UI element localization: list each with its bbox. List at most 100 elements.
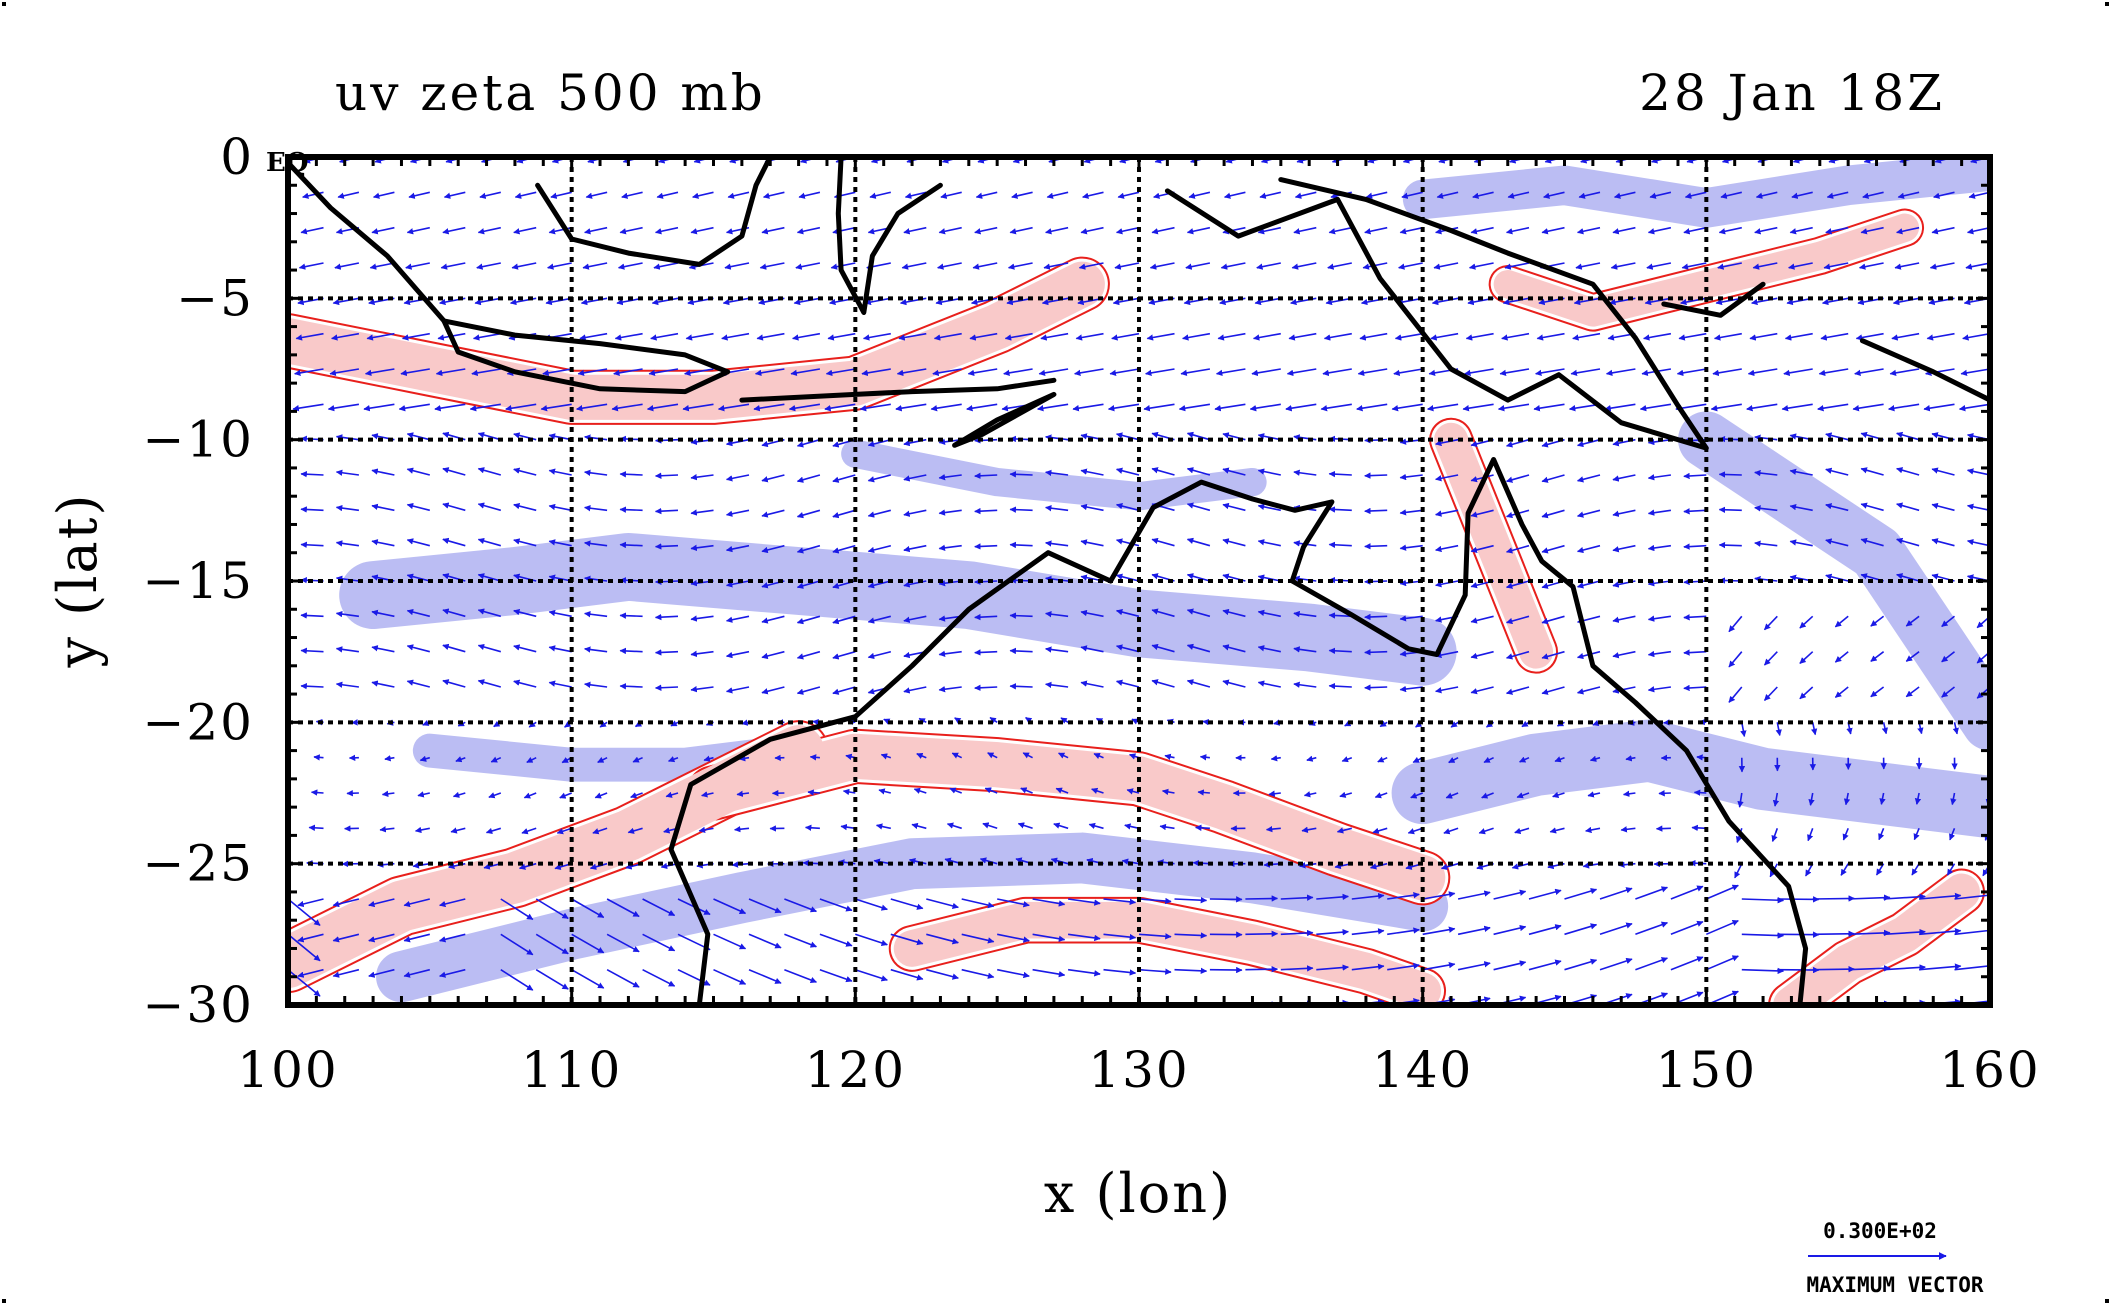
wind-vector-112 <box>406 573 431 582</box>
wind-vector-973 <box>1635 957 1669 971</box>
wind-vector-559 <box>1045 469 1069 477</box>
wind-vector-634 <box>1151 467 1175 476</box>
wind-vector-481 <box>932 368 962 377</box>
positive-band-6 <box>1773 873 1980 1005</box>
wind-vector-957 <box>1604 403 1636 412</box>
wind-vector-280 <box>650 332 679 341</box>
wind-vector-157 <box>469 403 501 412</box>
wind-vector-738 <box>1293 610 1317 618</box>
wind-vector-1161 <box>1896 537 1920 547</box>
wind-vector-378 <box>795 262 821 270</box>
wind-vector-1151 <box>1897 191 1920 199</box>
wind-vector-848 <box>1457 961 1491 971</box>
wind-vector-879 <box>1502 297 1530 306</box>
wind-vector-570 <box>1050 857 1069 865</box>
wind-vector-203 <box>547 262 572 270</box>
wind-vector-585 <box>1080 503 1104 512</box>
wind-vector-1089 <box>1799 651 1814 664</box>
wind-vector-784 <box>1364 472 1388 479</box>
wind-vector-96 <box>368 898 395 908</box>
y-tick-label-10: −10 <box>142 411 254 469</box>
wind-vector-147 <box>439 933 466 943</box>
wind-vector-582 <box>1072 403 1104 412</box>
wind-vector-1081 <box>1783 368 1813 377</box>
wind-vector-208 <box>548 433 572 441</box>
wind-vector-73 <box>332 968 360 978</box>
wind-vector-1118 <box>1843 792 1851 806</box>
wind-vector-54 <box>332 297 360 306</box>
wind-vector-319 <box>698 826 714 834</box>
wind-vector-264 <box>619 647 643 655</box>
wind-vector-688 <box>1222 608 1246 618</box>
wind-vector-419 <box>840 823 856 831</box>
wind-vector-1136 <box>1860 537 1884 547</box>
wind-vector-723 <box>1280 965 1314 972</box>
wind-vector-162 <box>477 573 502 582</box>
wind-vector-1155 <box>1891 332 1920 341</box>
wind-vector-946 <box>1599 887 1633 900</box>
wind-vector-298 <box>677 968 711 986</box>
wind-vector-505 <box>969 332 998 341</box>
wind-vector-352 <box>761 226 785 235</box>
wind-vector-1172 <box>1919 928 1962 936</box>
wind-vector-1096 <box>1812 895 1855 902</box>
wind-vector-793 <box>1374 792 1388 799</box>
wind-vector-880 <box>1501 332 1530 341</box>
wind-vector-1194 <box>1949 828 1956 841</box>
wind-vector-573 <box>1067 968 1101 977</box>
wind-vector-518 <box>984 787 998 794</box>
wind-vector-763 <box>1328 612 1352 619</box>
wind-vector-444 <box>875 823 891 830</box>
wind-vector-776 <box>1365 191 1388 199</box>
wind-vector-211 <box>548 539 572 547</box>
wind-vector-810 <box>1399 509 1423 516</box>
wind-vector-1168 <box>1914 792 1922 805</box>
wind-vector-1209 <box>1966 468 1990 476</box>
wind-vector-94 <box>379 826 395 833</box>
wind-vector-1011 <box>1683 543 1707 550</box>
wind-vector-1005 <box>1678 332 1707 341</box>
wind-vector-1013 <box>1683 614 1707 621</box>
wind-vector-1082 <box>1781 403 1813 412</box>
wind-vector-2 <box>288 227 289 229</box>
wind-vector-234 <box>584 469 608 477</box>
wind-vector-768 <box>1339 791 1353 798</box>
wind-vector-436 <box>867 544 891 554</box>
wind-vector-359 <box>761 474 785 483</box>
wind-vector-963 <box>1612 615 1636 623</box>
wind-vector-103 <box>405 262 430 270</box>
wind-vector-406 <box>825 368 856 377</box>
wind-vector-346 <box>748 898 782 914</box>
wind-vector-1130 <box>1855 332 1884 341</box>
wind-vector-972 <box>1635 921 1669 936</box>
wind-vector-383 <box>796 438 821 448</box>
wind-vector-653 <box>1185 262 1211 270</box>
wind-vector-486 <box>938 544 962 552</box>
wind-vector-318 <box>701 791 714 798</box>
wind-vector-48 <box>297 968 324 978</box>
wind-vector-942 <box>1589 755 1601 762</box>
wind-vector-227 <box>584 226 608 235</box>
wind-vector-434 <box>867 474 891 483</box>
wind-vector-36 <box>300 541 324 549</box>
wind-vector-861 <box>1470 544 1494 554</box>
wind-vector-276 <box>656 191 679 199</box>
wind-vector-58 <box>335 434 360 441</box>
wind-vector-821 <box>1422 891 1456 900</box>
wind-vector-668 <box>1197 789 1210 796</box>
wind-vector-1188 <box>1941 615 1955 628</box>
wind-vector-385 <box>796 509 821 519</box>
wind-vector-365 <box>761 686 785 695</box>
wind-vector-771 <box>1351 892 1385 900</box>
wind-vector-571 <box>1067 898 1101 906</box>
wind-vector-614 <box>1115 644 1140 653</box>
wind-vector-797 <box>1387 927 1420 936</box>
wind-vector-361 <box>761 544 785 554</box>
wind-vector-846 <box>1457 890 1491 900</box>
wind-vector-1019 <box>1691 824 1707 832</box>
wind-vector-767 <box>1341 756 1353 763</box>
wind-vector-1126 <box>1862 191 1884 199</box>
wind-vector-578 <box>1078 262 1104 270</box>
wind-vector-7 <box>288 404 289 406</box>
